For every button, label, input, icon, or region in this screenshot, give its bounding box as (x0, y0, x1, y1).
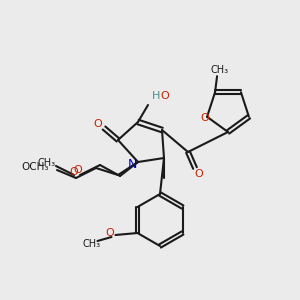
Text: O: O (94, 119, 102, 129)
Text: O: O (70, 167, 78, 177)
Text: O: O (74, 165, 82, 175)
Text: CH₃: CH₃ (38, 158, 56, 168)
Text: CH₃: CH₃ (210, 65, 228, 75)
Text: O: O (105, 228, 114, 238)
Text: CH₃: CH₃ (82, 239, 100, 249)
Text: H: H (152, 91, 160, 101)
Text: O: O (201, 113, 209, 123)
Text: OCH₃: OCH₃ (22, 162, 49, 172)
Text: N: N (127, 158, 137, 170)
Text: O: O (195, 169, 203, 179)
Text: O: O (160, 91, 169, 101)
